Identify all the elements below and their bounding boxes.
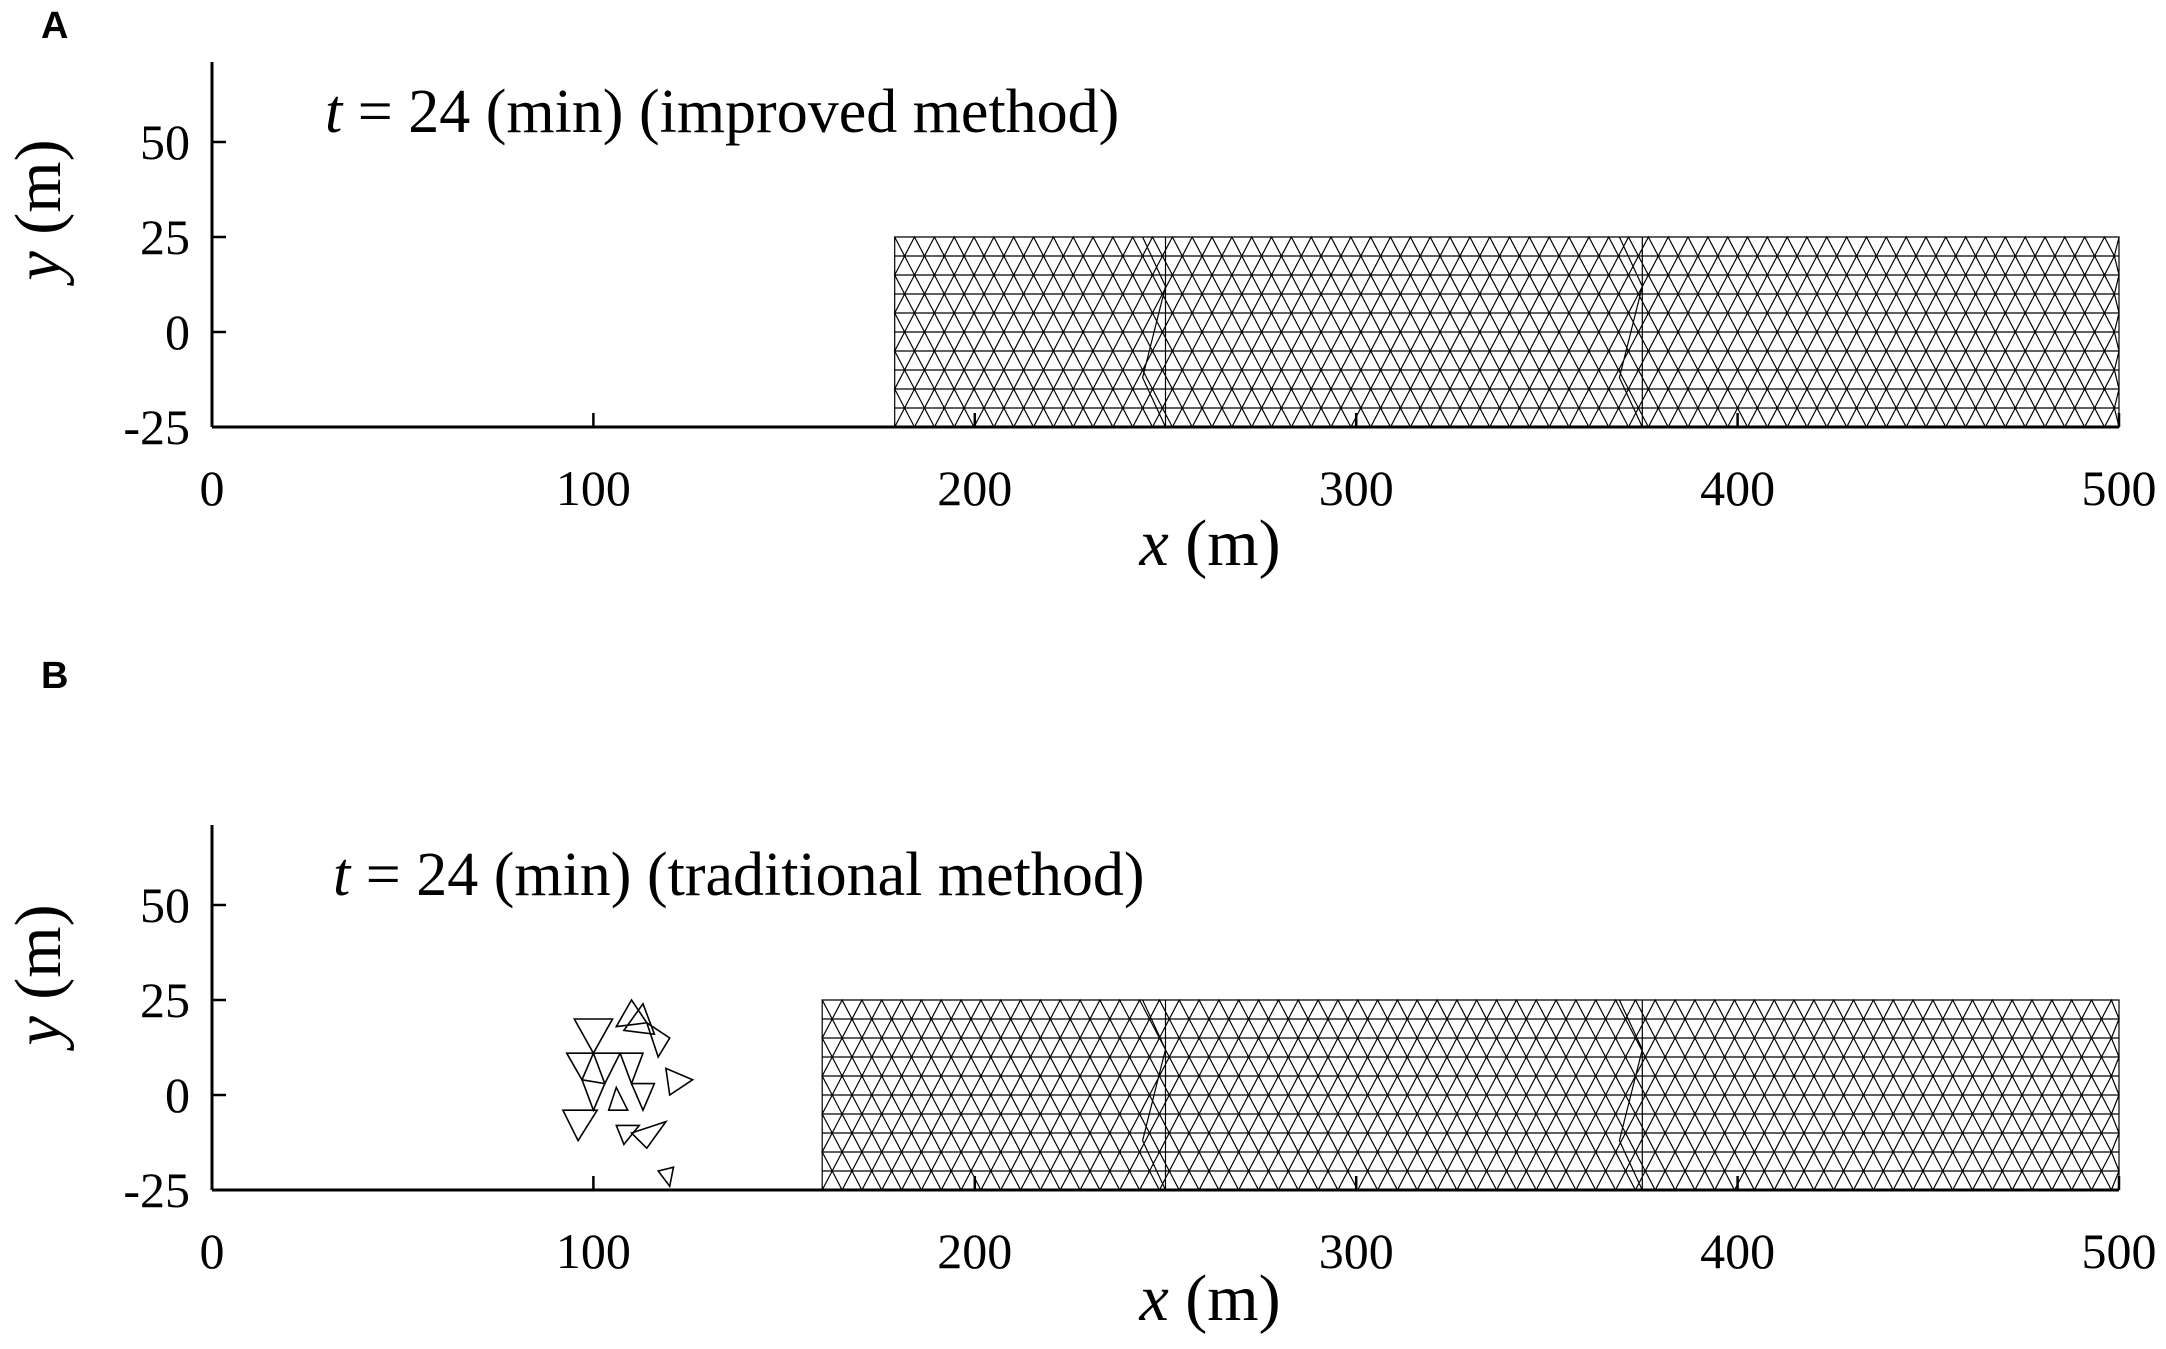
panel-label: B <box>41 655 68 697</box>
y-axis-variable: y <box>2 251 75 287</box>
y-axis-unit: (m) <box>2 139 75 251</box>
detached-element <box>580 1078 606 1113</box>
time-variable: t <box>333 841 352 909</box>
x-axis-title: x (m) <box>1138 1262 1280 1335</box>
detached-element <box>664 1067 695 1097</box>
detached-element <box>618 1052 645 1086</box>
y-tick-label: -25 <box>123 1162 190 1218</box>
x-axis-unit: (m) <box>1169 507 1281 580</box>
detached-element <box>615 1124 641 1146</box>
x-axis-variable: x <box>1138 1262 1168 1335</box>
y-axis-variable: y <box>2 1016 75 1052</box>
y-axis-title: y (m) <box>2 904 75 1051</box>
y-tick-label: 50 <box>140 114 190 170</box>
x-tick-label: 0 <box>200 1223 225 1279</box>
time-text: = 24 (min) (traditional method) <box>350 841 1144 909</box>
panel-label: A <box>41 5 68 47</box>
y-tick-label: 0 <box>165 1067 190 1123</box>
y-tick-label: 25 <box>140 209 190 265</box>
fragments <box>561 998 695 1189</box>
y-ticks: -25 0 25 50 <box>123 114 226 455</box>
y-tick-label: -25 <box>123 399 190 455</box>
detached-element <box>622 1002 656 1036</box>
time-annotation: t = 24 (min) (traditional method) <box>333 841 1145 909</box>
detached-element <box>572 1018 614 1055</box>
x-ticks: 0 100 200 300 400 500 <box>200 413 2157 516</box>
x-tick-label: 0 <box>200 460 225 516</box>
x-axis-variable: x <box>1138 507 1168 580</box>
x-tick-label: 300 <box>1319 460 1394 516</box>
x-tick-label: 200 <box>937 1223 1012 1279</box>
detached-element <box>630 1120 668 1150</box>
x-axis-unit: (m) <box>1169 1262 1281 1335</box>
x-axis-title: x (m) <box>1138 507 1280 580</box>
y-tick-label: 0 <box>165 304 190 360</box>
x-tick-label: 300 <box>1319 1223 1394 1279</box>
mesh-triangles <box>893 235 2120 429</box>
detached-element <box>614 998 649 1028</box>
mesh <box>821 998 2120 1190</box>
detached-element <box>645 1020 671 1059</box>
detached-element <box>656 1166 675 1189</box>
x-tick-label: 200 <box>937 460 1012 516</box>
y-ticks: -25 0 25 50 <box>123 877 226 1218</box>
detached-element <box>592 1052 622 1086</box>
x-ticks: 0 100 200 300 400 500 <box>200 1176 2157 1279</box>
x-tick-label: 400 <box>1700 460 1775 516</box>
y-axis-title: y (m) <box>2 139 75 286</box>
y-tick-label: 50 <box>140 877 190 933</box>
time-annotation: t = 24 (min) (improved method) <box>325 78 1119 146</box>
time-variable: t <box>325 78 344 146</box>
x-tick-label: 500 <box>2082 1223 2157 1279</box>
detached-element <box>561 1109 599 1143</box>
x-tick-label: 100 <box>556 1223 631 1279</box>
x-tick-label: 500 <box>2082 460 2157 516</box>
mesh-triangles <box>821 998 2120 1190</box>
detached-element <box>607 1085 629 1111</box>
mesh <box>893 235 2120 429</box>
x-tick-label: 400 <box>1700 1223 1775 1279</box>
detached-element <box>565 1052 595 1082</box>
detached-element <box>630 1082 656 1113</box>
y-tick-label: 25 <box>140 972 190 1028</box>
time-text: = 24 (min) (improved method) <box>342 78 1119 146</box>
x-tick-label: 100 <box>556 460 631 516</box>
y-axis-unit: (m) <box>2 904 75 1016</box>
